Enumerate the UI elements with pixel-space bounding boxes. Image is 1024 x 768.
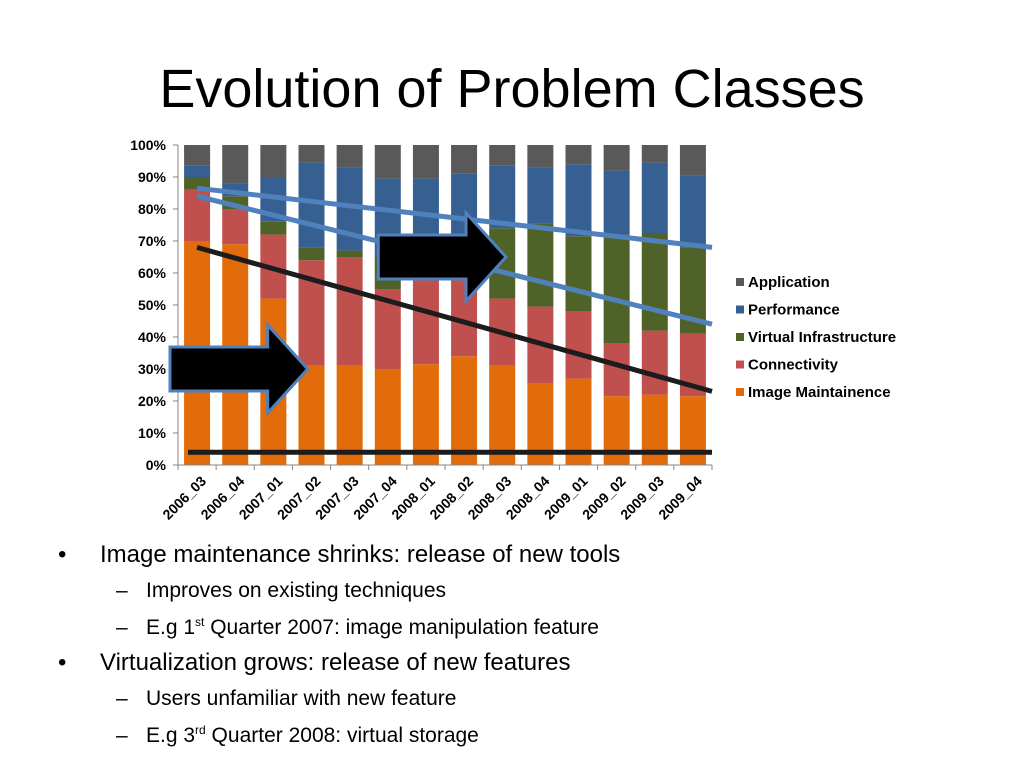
bar-segment (565, 236, 592, 312)
legend-swatch (736, 333, 744, 341)
bullet-text: Image maintenance shrinks: release of ne… (100, 541, 621, 568)
sub-bullet-item: – Improves on existing techniques (116, 579, 446, 602)
bar-segment (412, 364, 439, 465)
virtualization-trend-upper (196, 185, 713, 250)
bar-segment (565, 145, 592, 165)
arrow-image-maintenance (168, 321, 310, 417)
sub-bullet-text: E.g 3 (146, 724, 196, 747)
image-maintenance-trend (196, 244, 713, 394)
legend-swatch (736, 360, 744, 369)
arrow-virtualization (376, 209, 509, 305)
y-tick-label: 80% (138, 201, 167, 217)
y-tick-label: 60% (138, 265, 167, 281)
bar-segment (336, 365, 363, 465)
y-tick-label: 90% (138, 169, 167, 185)
y-tick-label: 10% (138, 425, 167, 441)
bar-segment (603, 343, 630, 397)
bar-segment (336, 145, 363, 168)
bullet-item: • Virtualization grows: release of new fe… (58, 649, 571, 676)
slide-title: Evolution of Problem Classes (159, 59, 865, 119)
bar-segment (374, 369, 401, 465)
y-tick-label: 20% (138, 393, 167, 409)
legend-label: Application (748, 274, 830, 291)
bar-segment (603, 170, 630, 235)
bar-segment (679, 175, 706, 248)
bar-segment (260, 221, 287, 235)
y-tick-label: 70% (138, 233, 167, 249)
bar-segment (336, 250, 363, 257)
ordinal-suffix: rd (195, 723, 206, 737)
bar-segment (298, 365, 325, 465)
sub-bullet-item: – E.g 3rd Quarter 2008: virtual storage (116, 723, 479, 747)
y-tick-label: 100% (130, 137, 166, 153)
legend-swatch (736, 278, 744, 286)
bar-segment (603, 234, 630, 344)
bar-segment (603, 145, 630, 171)
legend-label: Connectivity (748, 357, 839, 374)
bar-segment (298, 145, 325, 163)
bar-segment (527, 167, 554, 224)
bar-segment (222, 209, 249, 245)
bar-segment (641, 330, 668, 395)
sub-bullet-text: E.g 1 (146, 616, 196, 639)
bar-segment (641, 145, 668, 163)
y-tick-label: 40% (138, 329, 167, 345)
ordinal-suffix: st (195, 615, 205, 629)
bar-segment (565, 164, 592, 237)
bar-segment (222, 145, 249, 184)
bar-segment (184, 145, 211, 166)
y-tick-label: 50% (138, 297, 167, 313)
stacked-bar-chart: 0%10%20%30%40%50%60%70%80%90%100%2006_03… (130, 137, 896, 523)
bar-segment (298, 162, 325, 248)
bar-segment (565, 311, 592, 379)
bullet-list: • Image maintenance shrinks: release of n… (0, 538, 1024, 754)
bar-segment (489, 365, 516, 465)
bar-segment (527, 145, 554, 168)
bar-segment (336, 257, 363, 366)
bar-segment (527, 223, 554, 307)
sub-bullet-text: Users unfamiliar with new feature (146, 687, 457, 710)
sub-bullet-text: Quarter 2007: image manipulation feature (204, 616, 599, 639)
bar-segment (641, 162, 668, 233)
bar-segment (641, 233, 668, 331)
bar-segment (451, 145, 478, 174)
bar-segment (489, 145, 516, 166)
bullet-item: • Image maintenance shrinks: release of n… (58, 541, 621, 568)
sub-bullet-text: Quarter 2008: virtual storage (205, 724, 479, 747)
sub-bullet-text: Improves on existing techniques (146, 579, 446, 602)
bar-segment (298, 247, 325, 261)
legend-label: Virtual Infrastructure (748, 329, 896, 346)
legend-swatch (736, 388, 744, 396)
sub-bullet-item: – Users unfamiliar with new feature (116, 687, 457, 710)
y-tick-label: 0% (146, 457, 167, 473)
bar-segment (260, 145, 287, 177)
bar-segment (412, 178, 439, 240)
legend-label: Performance (748, 302, 840, 319)
bar-segment (184, 165, 211, 177)
bar-segment (489, 165, 516, 229)
legend-swatch (736, 305, 744, 314)
bar-segment (374, 145, 401, 179)
y-tick-label: 30% (138, 361, 167, 377)
bar-segment (412, 145, 439, 179)
bar-segment (451, 356, 478, 465)
bar-segment (679, 145, 706, 176)
bullet-text: Virtualization grows: release of new fea… (100, 649, 571, 676)
legend-label: Image Maintainence (748, 384, 891, 401)
sub-bullet-item: – E.g 1st Quarter 2007: image manipulatio… (116, 615, 599, 639)
